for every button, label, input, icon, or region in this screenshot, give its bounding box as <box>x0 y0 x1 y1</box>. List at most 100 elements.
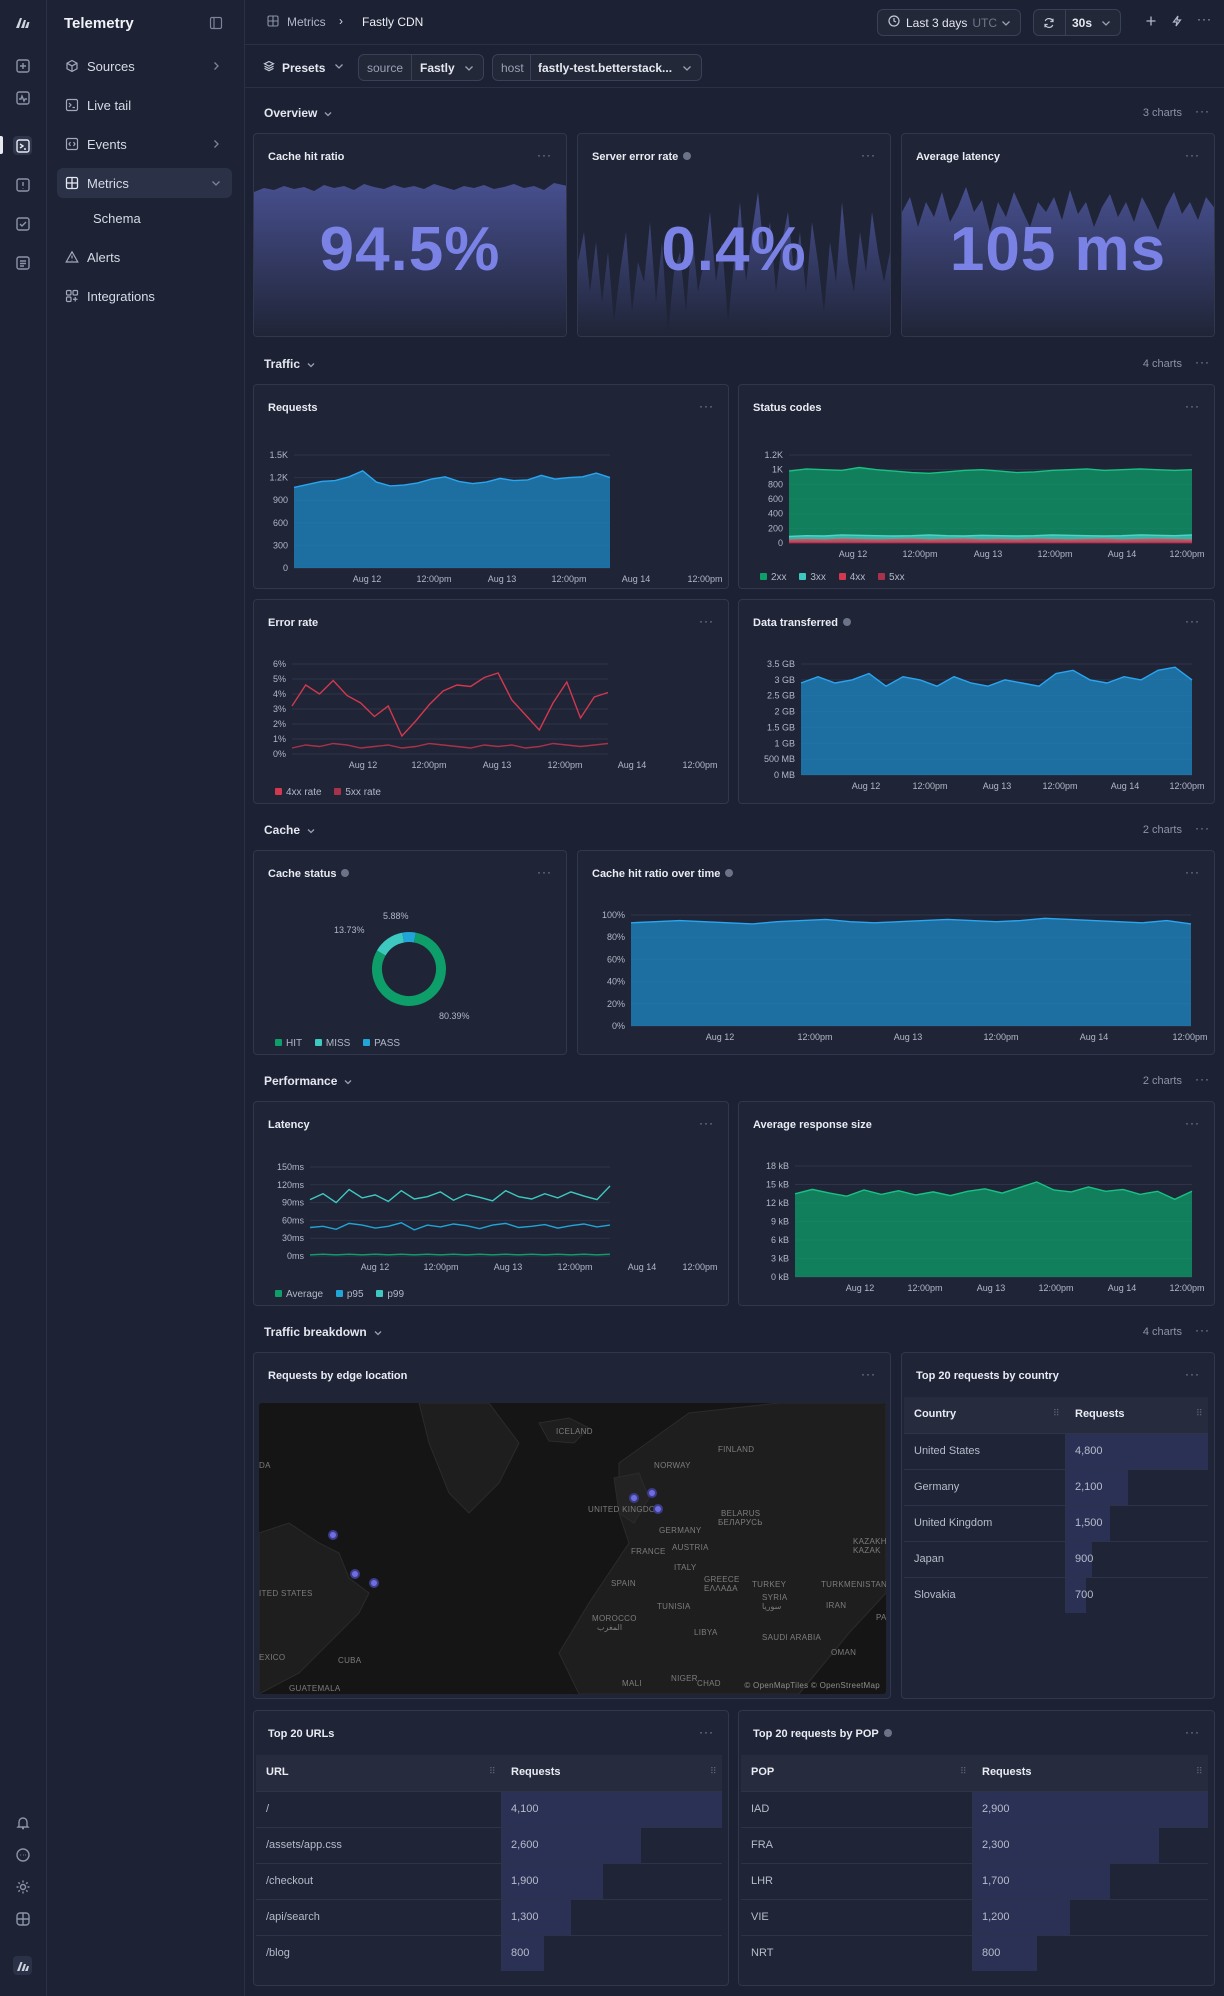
column-header[interactable]: Country <box>914 1408 957 1420</box>
info-icon[interactable] <box>842 618 851 626</box>
table-row[interactable]: /assets/app.css 2,600 <box>256 1827 722 1863</box>
presets-button[interactable]: Presets <box>258 54 344 81</box>
card-more-icon[interactable]: ··· <box>1185 1116 1200 1130</box>
series-line[interactable] <box>293 469 611 489</box>
section-traffic-toggle[interactable]: Traffic <box>264 357 316 371</box>
info-icon[interactable] <box>341 869 350 877</box>
column-header[interactable]: POP <box>751 1766 775 1778</box>
column-header[interactable]: Requests <box>982 1766 1032 1778</box>
status-page-icon[interactable] <box>13 214 32 233</box>
refresh-control[interactable]: 30s <box>1033 9 1121 36</box>
logo-icon[interactable] <box>13 13 32 32</box>
series-line[interactable] <box>788 466 1193 475</box>
column-resize-handle[interactable]: ⠿ <box>1053 1408 1060 1418</box>
legend-item[interactable]: MISS <box>314 1038 350 1049</box>
table-row[interactable]: Slovakia 700 <box>904 1577 1208 1613</box>
sidebar-item-schema[interactable]: Schema <box>93 211 141 226</box>
card-more-icon[interactable]: ··· <box>537 865 552 879</box>
legend-item[interactable]: 3xx <box>799 572 826 583</box>
map-pin[interactable] <box>653 1504 663 1514</box>
column-resize-handle[interactable]: ⠿ <box>710 1766 717 1776</box>
breadcrumb-metrics[interactable]: Metrics <box>287 15 326 29</box>
card-more-icon[interactable]: ··· <box>1185 865 1200 879</box>
section-more-icon[interactable]: ··· <box>1195 355 1210 369</box>
table-row[interactable]: / 4,100 <box>256 1791 722 1827</box>
legend-item[interactable]: 4xx <box>838 572 865 583</box>
table-row[interactable]: United Kingdom 1,500 <box>904 1505 1208 1541</box>
card-more-icon[interactable]: ··· <box>537 148 552 162</box>
legend-item[interactable]: 5xx <box>878 572 905 583</box>
section-more-icon[interactable]: ··· <box>1195 821 1210 835</box>
sidebar-item-events[interactable]: Events <box>57 129 232 159</box>
bell-icon[interactable] <box>13 1813 32 1832</box>
table-row[interactable]: United States 4,800 <box>904 1433 1208 1469</box>
card-more-icon[interactable]: ··· <box>699 399 714 413</box>
table-row[interactable]: Japan 900 <box>904 1541 1208 1577</box>
legend-item[interactable]: Average <box>275 1289 323 1300</box>
info-icon[interactable] <box>683 152 692 160</box>
series-line[interactable] <box>630 917 1192 925</box>
column-resize-handle[interactable]: ⠿ <box>960 1766 967 1776</box>
column-resize-handle[interactable]: ⠿ <box>1196 1408 1203 1418</box>
series-line[interactable] <box>794 1181 1193 1201</box>
section-overview-toggle[interactable]: Overview <box>264 106 333 120</box>
time-range-picker[interactable]: Last 3 days UTC <box>877 9 1021 36</box>
info-icon[interactable] <box>883 1729 892 1737</box>
series-line[interactable] <box>291 742 609 749</box>
section-performance-toggle[interactable]: Performance <box>264 1074 353 1088</box>
telemetry-icon[interactable] <box>13 136 32 155</box>
table-row[interactable]: IAD 2,900 <box>741 1791 1208 1827</box>
column-header[interactable]: Requests <box>511 1766 561 1778</box>
map-attribution[interactable]: © OpenMapTiles © OpenStreetMap <box>744 1681 880 1690</box>
map-pin[interactable] <box>328 1530 338 1540</box>
column-header[interactable]: Requests <box>1075 1408 1125 1420</box>
refresh-interval[interactable]: 30s <box>1072 16 1093 30</box>
card-more-icon[interactable]: ··· <box>699 614 714 628</box>
legend-item[interactable]: p99 <box>376 1289 404 1300</box>
more-icon[interactable]: ··· <box>1197 12 1212 26</box>
series-line[interactable] <box>309 1253 611 1256</box>
sidebar-item-sources[interactable]: Sources <box>57 51 232 81</box>
lightning-icon[interactable] <box>1171 15 1183 30</box>
card-more-icon[interactable]: ··· <box>1185 1367 1200 1381</box>
host-filter[interactable]: host fastly-test.betterstack... <box>492 54 702 81</box>
card-more-icon[interactable]: ··· <box>861 1367 876 1381</box>
map-pin[interactable] <box>350 1569 360 1579</box>
plus-icon[interactable] <box>1145 15 1157 30</box>
refresh-icon[interactable] <box>1043 17 1055 32</box>
donut-slice[interactable] <box>376 932 405 956</box>
card-more-icon[interactable]: ··· <box>1185 399 1200 413</box>
card-more-icon[interactable]: ··· <box>1185 1725 1200 1739</box>
add-source-icon[interactable] <box>13 56 32 75</box>
dashboards-icon[interactable] <box>13 253 32 272</box>
section-more-icon[interactable]: ··· <box>1195 1323 1210 1337</box>
legend-item[interactable]: p95 <box>335 1289 364 1300</box>
column-resize-handle[interactable]: ⠿ <box>1196 1766 1203 1776</box>
card-more-icon[interactable]: ··· <box>699 1725 714 1739</box>
column-header[interactable]: URL <box>266 1766 289 1778</box>
table-row[interactable]: FRA 2,300 <box>741 1827 1208 1863</box>
team-avatar[interactable] <box>13 1956 32 1975</box>
table-row[interactable]: NRT 800 <box>741 1935 1208 1971</box>
card-more-icon[interactable]: ··· <box>861 148 876 162</box>
legend-item[interactable]: 4xx rate <box>275 787 322 798</box>
map-pin[interactable] <box>629 1493 639 1503</box>
donut-slice[interactable] <box>372 932 446 1006</box>
legend-item[interactable]: HIT <box>275 1038 302 1049</box>
table-row[interactable]: /checkout 1,900 <box>256 1863 722 1899</box>
info-icon[interactable] <box>725 869 734 877</box>
column-resize-handle[interactable]: ⠿ <box>489 1766 496 1776</box>
theme-icon[interactable] <box>13 1877 32 1896</box>
sidebar-item-alerts[interactable]: Alerts <box>57 242 232 272</box>
series-line[interactable] <box>788 538 1193 541</box>
map-pin[interactable] <box>369 1578 379 1588</box>
table-row[interactable]: LHR 1,700 <box>741 1863 1208 1899</box>
incident-icon[interactable] <box>13 175 32 194</box>
sidebar-item-metrics[interactable]: Metrics <box>57 168 232 198</box>
table-row[interactable]: VIE 1,200 <box>741 1899 1208 1935</box>
donut-slice[interactable] <box>402 932 416 943</box>
source-filter[interactable]: source Fastly <box>358 54 484 81</box>
section-more-icon[interactable]: ··· <box>1195 104 1210 118</box>
series-line[interactable] <box>291 672 609 738</box>
table-row[interactable]: /api/search 1,300 <box>256 1899 722 1935</box>
